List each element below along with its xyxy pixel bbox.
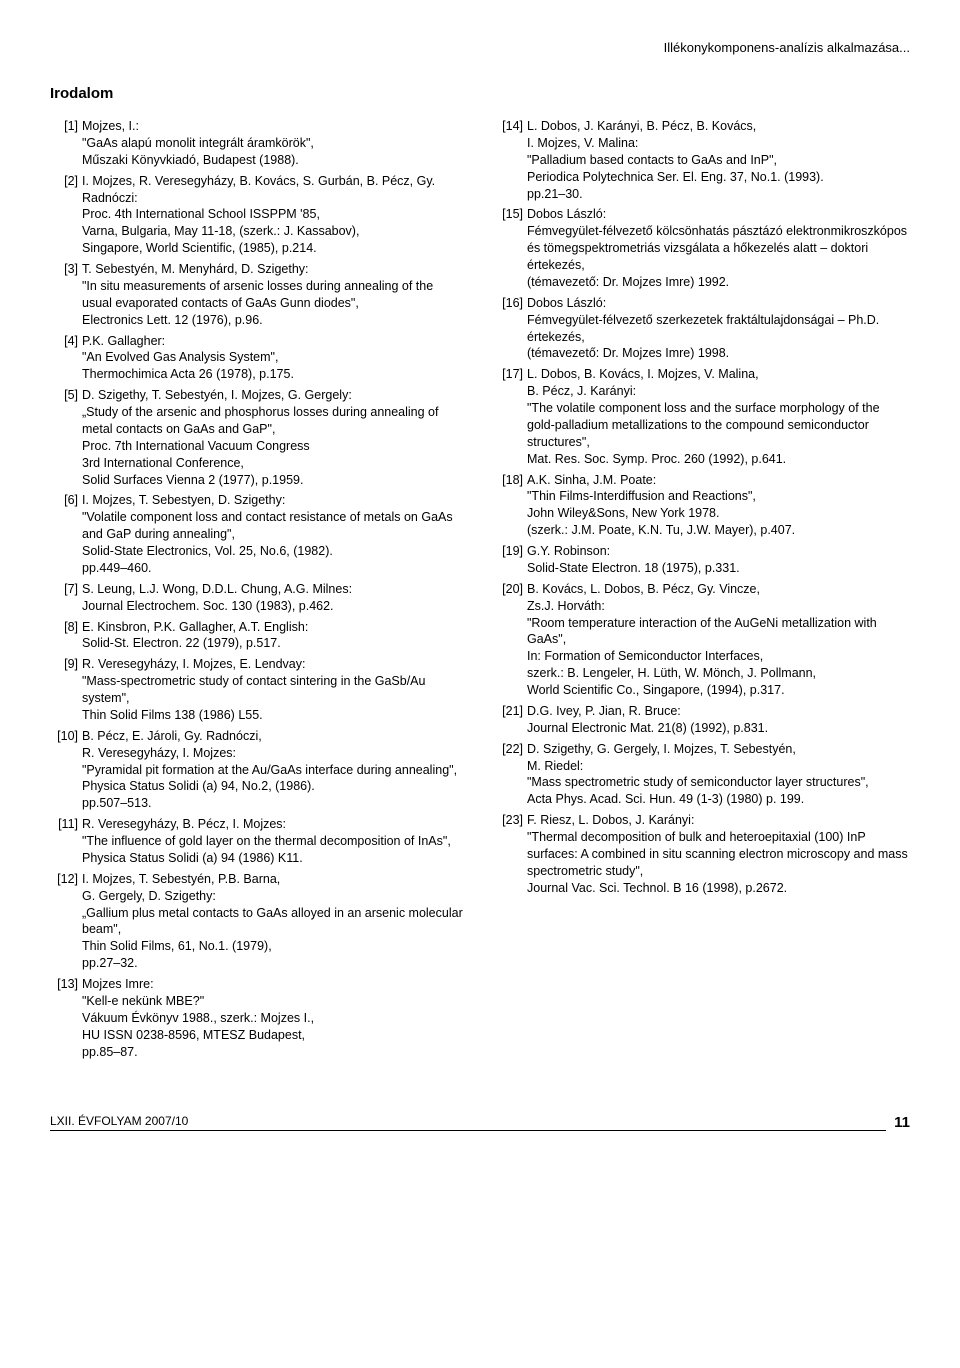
reference-item: [16]Dobos László: Fémvegyület-félvezető …: [495, 295, 910, 363]
reference-number: [13]: [50, 976, 82, 1060]
reference-number: [20]: [495, 581, 527, 699]
reference-number: [10]: [50, 728, 82, 812]
reference-item: [17]L. Dobos, B. Kovács, I. Mojzes, V. M…: [495, 366, 910, 467]
reference-number: [4]: [50, 333, 82, 384]
reference-text: Mojzes Imre: "Kell-e nekünk MBE?" Vákuum…: [82, 976, 465, 1060]
reference-text: D. Szigethy, T. Sebestyén, I. Mojzes, G.…: [82, 387, 465, 488]
reference-number: [14]: [495, 118, 527, 202]
reference-text: A.K. Sinha, J.M. Poate: "Thin Films-Inte…: [527, 472, 910, 540]
reference-text: P.K. Gallagher: "An Evolved Gas Analysis…: [82, 333, 465, 384]
reference-item: [15]Dobos László: Fémvegyület-félvezető …: [495, 206, 910, 290]
reference-item: [13]Mojzes Imre: "Kell-e nekünk MBE?" Vá…: [50, 976, 465, 1060]
reference-item: [11]R. Veresegyházy, B. Pécz, I. Mojzes:…: [50, 816, 465, 867]
reference-item: [14]L. Dobos, J. Karányi, B. Pécz, B. Ko…: [495, 118, 910, 202]
reference-item: [6]I. Mojzes, T. Sebestyen, D. Szigethy:…: [50, 492, 465, 576]
reference-number: [19]: [495, 543, 527, 577]
reference-text: E. Kinsbron, P.K. Gallagher, A.T. Englis…: [82, 619, 465, 653]
reference-number: [5]: [50, 387, 82, 488]
reference-text: L. Dobos, J. Karányi, B. Pécz, B. Kovács…: [527, 118, 910, 202]
reference-number: [18]: [495, 472, 527, 540]
reference-number: [11]: [50, 816, 82, 867]
reference-number: [8]: [50, 619, 82, 653]
reference-text: G.Y. Robinson: Solid-State Electron. 18 …: [527, 543, 910, 577]
reference-item: [20]B. Kovács, L. Dobos, B. Pécz, Gy. Vi…: [495, 581, 910, 699]
reference-number: [12]: [50, 871, 82, 972]
reference-item: [1]Mojzes, I.: "GaAs alapú monolit integ…: [50, 118, 465, 169]
page-footer: LXII. ÉVFOLYAM 2007/10 11: [50, 1114, 910, 1131]
reference-item: [19]G.Y. Robinson: Solid-State Electron.…: [495, 543, 910, 577]
reference-item: [3]T. Sebestyén, M. Menyhárd, D. Szigeth…: [50, 261, 465, 329]
reference-number: [21]: [495, 703, 527, 737]
reference-number: [1]: [50, 118, 82, 169]
reference-text: B. Pécz, E. Jároli, Gy. Radnóczi, R. Ver…: [82, 728, 465, 812]
reference-item: [5]D. Szigethy, T. Sebestyén, I. Mojzes,…: [50, 387, 465, 488]
reference-item: [10]B. Pécz, E. Jároli, Gy. Radnóczi, R.…: [50, 728, 465, 812]
reference-text: Dobos László: Fémvegyület-félvezető szer…: [527, 295, 910, 363]
reference-text: I. Mojzes, R. Veresegyházy, B. Kovács, S…: [82, 173, 465, 257]
reference-number: [2]: [50, 173, 82, 257]
reference-number: [6]: [50, 492, 82, 576]
reference-number: [23]: [495, 812, 527, 896]
reference-item: [4]P.K. Gallagher: "An Evolved Gas Analy…: [50, 333, 465, 384]
reference-number: [15]: [495, 206, 527, 290]
reference-item: [18]A.K. Sinha, J.M. Poate: "Thin Films-…: [495, 472, 910, 540]
reference-text: S. Leung, L.J. Wong, D.D.L. Chung, A.G. …: [82, 581, 465, 615]
reference-text: Dobos László: Fémvegyület-félvezető kölc…: [527, 206, 910, 290]
reference-text: F. Riesz, L. Dobos, J. Karányi: "Thermal…: [527, 812, 910, 896]
reference-columns: [1]Mojzes, I.: "GaAs alapú monolit integ…: [50, 118, 910, 1064]
reference-item: [7]S. Leung, L.J. Wong, D.D.L. Chung, A.…: [50, 581, 465, 615]
reference-number: [3]: [50, 261, 82, 329]
reference-item: [8]E. Kinsbron, P.K. Gallagher, A.T. Eng…: [50, 619, 465, 653]
right-column: [14]L. Dobos, J. Karányi, B. Pécz, B. Ko…: [495, 118, 910, 1064]
reference-number: [9]: [50, 656, 82, 724]
reference-item: [23]F. Riesz, L. Dobos, J. Karányi: "The…: [495, 812, 910, 896]
reference-number: [17]: [495, 366, 527, 467]
reference-text: L. Dobos, B. Kovács, I. Mojzes, V. Malin…: [527, 366, 910, 467]
reference-item: [2]I. Mojzes, R. Veresegyházy, B. Kovács…: [50, 173, 465, 257]
reference-text: R. Veresegyházy, B. Pécz, I. Mojzes: "Th…: [82, 816, 465, 867]
footer-issue: LXII. ÉVFOLYAM 2007/10: [50, 1114, 886, 1131]
reference-text: I. Mojzes, T. Sebestyen, D. Szigethy: "V…: [82, 492, 465, 576]
reference-item: [9]R. Veresegyházy, I. Mojzes, E. Lendva…: [50, 656, 465, 724]
reference-text: D.G. Ivey, P. Jian, R. Bruce: Journal El…: [527, 703, 910, 737]
footer-page-number: 11: [894, 1114, 910, 1131]
reference-item: [22]D. Szigethy, G. Gergely, I. Mojzes, …: [495, 741, 910, 809]
reference-text: Mojzes, I.: "GaAs alapú monolit integrál…: [82, 118, 465, 169]
reference-item: [12]I. Mojzes, T. Sebestyén, P.B. Barna,…: [50, 871, 465, 972]
reference-item: [21]D.G. Ivey, P. Jian, R. Bruce: Journa…: [495, 703, 910, 737]
reference-text: B. Kovács, L. Dobos, B. Pécz, Gy. Vincze…: [527, 581, 910, 699]
reference-number: [22]: [495, 741, 527, 809]
reference-text: T. Sebestyén, M. Menyhárd, D. Szigethy: …: [82, 261, 465, 329]
reference-text: D. Szigethy, G. Gergely, I. Mojzes, T. S…: [527, 741, 910, 809]
reference-number: [7]: [50, 581, 82, 615]
reference-number: [16]: [495, 295, 527, 363]
reference-text: I. Mojzes, T. Sebestyén, P.B. Barna, G. …: [82, 871, 465, 972]
running-header: Illékonykomponens-analízis alkalmazása..…: [50, 40, 910, 55]
reference-text: R. Veresegyházy, I. Mojzes, E. Lendvay: …: [82, 656, 465, 724]
section-title: Irodalom: [50, 85, 910, 102]
left-column: [1]Mojzes, I.: "GaAs alapú monolit integ…: [50, 118, 465, 1064]
